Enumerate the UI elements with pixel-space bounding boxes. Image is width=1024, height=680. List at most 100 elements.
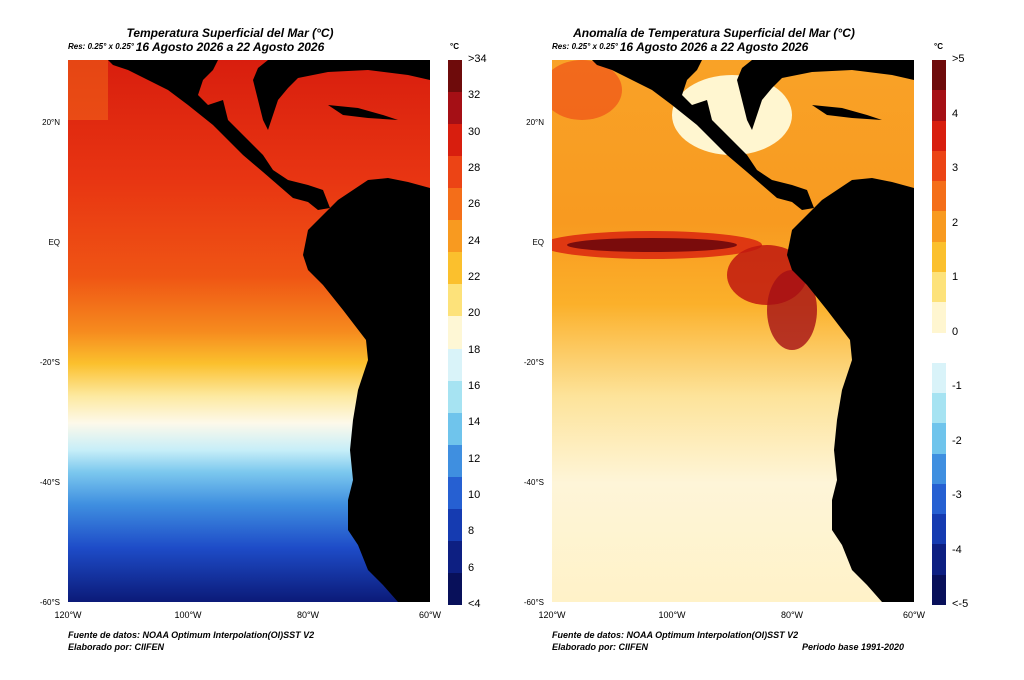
colorbar-label: 3	[952, 162, 959, 174]
lat-label-20n: 20°N	[42, 118, 60, 127]
anomaly-lon-label-80w: 80°W	[780, 610, 804, 620]
colorbar-segment	[932, 362, 946, 394]
sst-footer-source: Fuente de datos: NOAA Optimum Interpolat…	[68, 630, 315, 640]
anomaly-lon-label-120w: 120°W	[538, 610, 566, 620]
landmass-anomaly	[592, 60, 914, 602]
colorbar-label: 1	[952, 271, 959, 283]
colorbar-segment	[448, 412, 462, 446]
lon-label-60w: 60°W	[418, 610, 442, 620]
colorbar-label: -4	[952, 543, 962, 556]
colorbar-segment	[448, 508, 462, 542]
colorbar-segment	[448, 156, 462, 189]
sst-unit: °C	[450, 42, 459, 51]
colorbar-label: 6	[468, 561, 475, 574]
anomaly-lat-label-60s: -60°S	[523, 598, 544, 607]
anomaly-unit: °C	[934, 42, 943, 51]
anomaly-colorbar	[932, 60, 946, 606]
lat-label-20s: -20°S	[39, 358, 60, 367]
colorbar-segment	[932, 120, 946, 152]
anomaly-footer-author: Elaborado por: CIIFEN	[552, 642, 649, 652]
colorbar-segment	[448, 284, 462, 317]
anomaly-lat-label-eq: EQ	[532, 238, 544, 247]
colorbar-label: 20	[468, 307, 481, 320]
sst-panel: Temperatura Superficial del Mar (°C) 16 …	[20, 26, 487, 652]
colorbar-label: <4	[468, 598, 481, 610]
colorbar-label: 22	[468, 271, 481, 283]
sst-title: Temperatura Superficial del Mar (°C) 16 …	[20, 26, 440, 54]
sst-resolution: Res: 0.25° x 0.25°	[68, 42, 134, 51]
colorbar-segment	[448, 476, 462, 510]
sst-title-line2: 16 Agosto 2026 a 22 Agosto 2026	[135, 40, 325, 54]
anomaly-lon-label-100w: 100°W	[658, 610, 686, 620]
lon-label-120w: 120°W	[54, 610, 82, 620]
anomaly-resolution: Res: 0.25° x 0.25°	[552, 42, 618, 51]
colorbar-segment	[932, 181, 946, 212]
colorbar-segment	[932, 90, 946, 122]
colorbar-label: 32	[468, 89, 481, 102]
sst-anomaly-panel: Anomalía de Temperatura Superficial del …	[484, 0, 996, 680]
colorbar-segment	[932, 332, 946, 364]
colorbar-label: 10	[468, 489, 481, 501]
colorbar-label: 26	[468, 198, 481, 211]
colorbar-segment	[932, 271, 946, 303]
colorbar-segment	[448, 572, 462, 606]
sst-footer-author: Elaborado por: CIIFEN	[68, 642, 165, 652]
colorbar-segment	[932, 514, 946, 545]
anomaly-title-line2: 16 Agosto 2026 a 22 Agosto 2026	[619, 40, 809, 54]
colorbar-segment	[448, 92, 462, 125]
colorbar-segment	[448, 348, 462, 382]
colorbar-segment	[448, 220, 462, 253]
colorbar-segment	[932, 150, 946, 182]
colorbar-label: 2	[952, 216, 959, 229]
anomaly-title: Anomalía de Temperatura Superficial del …	[504, 26, 924, 54]
lon-label-80w: 80°W	[296, 610, 320, 620]
colorbar-segment	[932, 393, 946, 424]
lat-label-40s: -40°S	[39, 478, 60, 487]
colorbar-segment	[932, 483, 946, 515]
colorbar-segment	[448, 252, 462, 285]
colorbar-segment	[448, 60, 462, 93]
anomaly-lat-label-20s: -20°S	[523, 358, 544, 367]
anomaly-footer-source: Fuente de datos: NOAA Optimum Interpolat…	[552, 630, 799, 640]
colorbar-label: 28	[468, 162, 481, 174]
colorbar-segment	[932, 423, 946, 455]
colorbar-label: >5	[952, 53, 965, 65]
anomaly-lon-label-60w: 60°W	[902, 610, 926, 620]
colorbar-segment	[932, 60, 946, 91]
colorbar-segment	[932, 241, 946, 273]
colorbar-label: 30	[468, 125, 481, 138]
colorbar-label: 12	[468, 452, 481, 465]
colorbar-label: 24	[468, 234, 481, 247]
sst-map	[68, 60, 430, 602]
lat-label-60s: -60°S	[39, 598, 60, 607]
colorbar-label: -3	[952, 489, 962, 501]
colorbar-segment	[932, 574, 946, 606]
colorbar-label: 18	[468, 343, 481, 356]
anomaly-lat-label-40s: -40°S	[523, 478, 544, 487]
colorbar-segment	[932, 211, 946, 243]
anomaly-title-line1: Anomalía de Temperatura Superficial del …	[573, 26, 855, 40]
colorbar-label: 4	[952, 107, 959, 120]
anomaly-footer-baseperiod: Periodo base 1991-2020	[802, 642, 905, 652]
colorbar-label: 8	[468, 525, 475, 538]
lon-label-100w: 100°W	[174, 610, 202, 620]
colorbar-segment	[932, 453, 946, 485]
colorbar-segment	[448, 124, 462, 157]
landmass	[108, 60, 430, 602]
colorbar-label: -1	[952, 380, 962, 392]
colorbar-label: 16	[468, 380, 481, 392]
colorbar-segment	[932, 302, 946, 333]
colorbar-label: <-5	[952, 598, 969, 610]
colorbar-label: -2	[952, 434, 962, 447]
colorbar-segment	[448, 444, 462, 478]
colorbar-label: 0	[952, 325, 959, 338]
anomaly-map	[552, 60, 914, 602]
colorbar-segment	[932, 544, 946, 576]
sst-colorbar	[448, 60, 462, 606]
colorbar-label: >34	[468, 53, 487, 65]
colorbar-segment	[448, 316, 462, 350]
colorbar-segment	[448, 188, 462, 221]
sst-title-line1: Temperatura Superficial del Mar (°C)	[126, 26, 334, 40]
colorbar-segment	[448, 380, 462, 414]
lat-label-eq: EQ	[48, 238, 60, 247]
